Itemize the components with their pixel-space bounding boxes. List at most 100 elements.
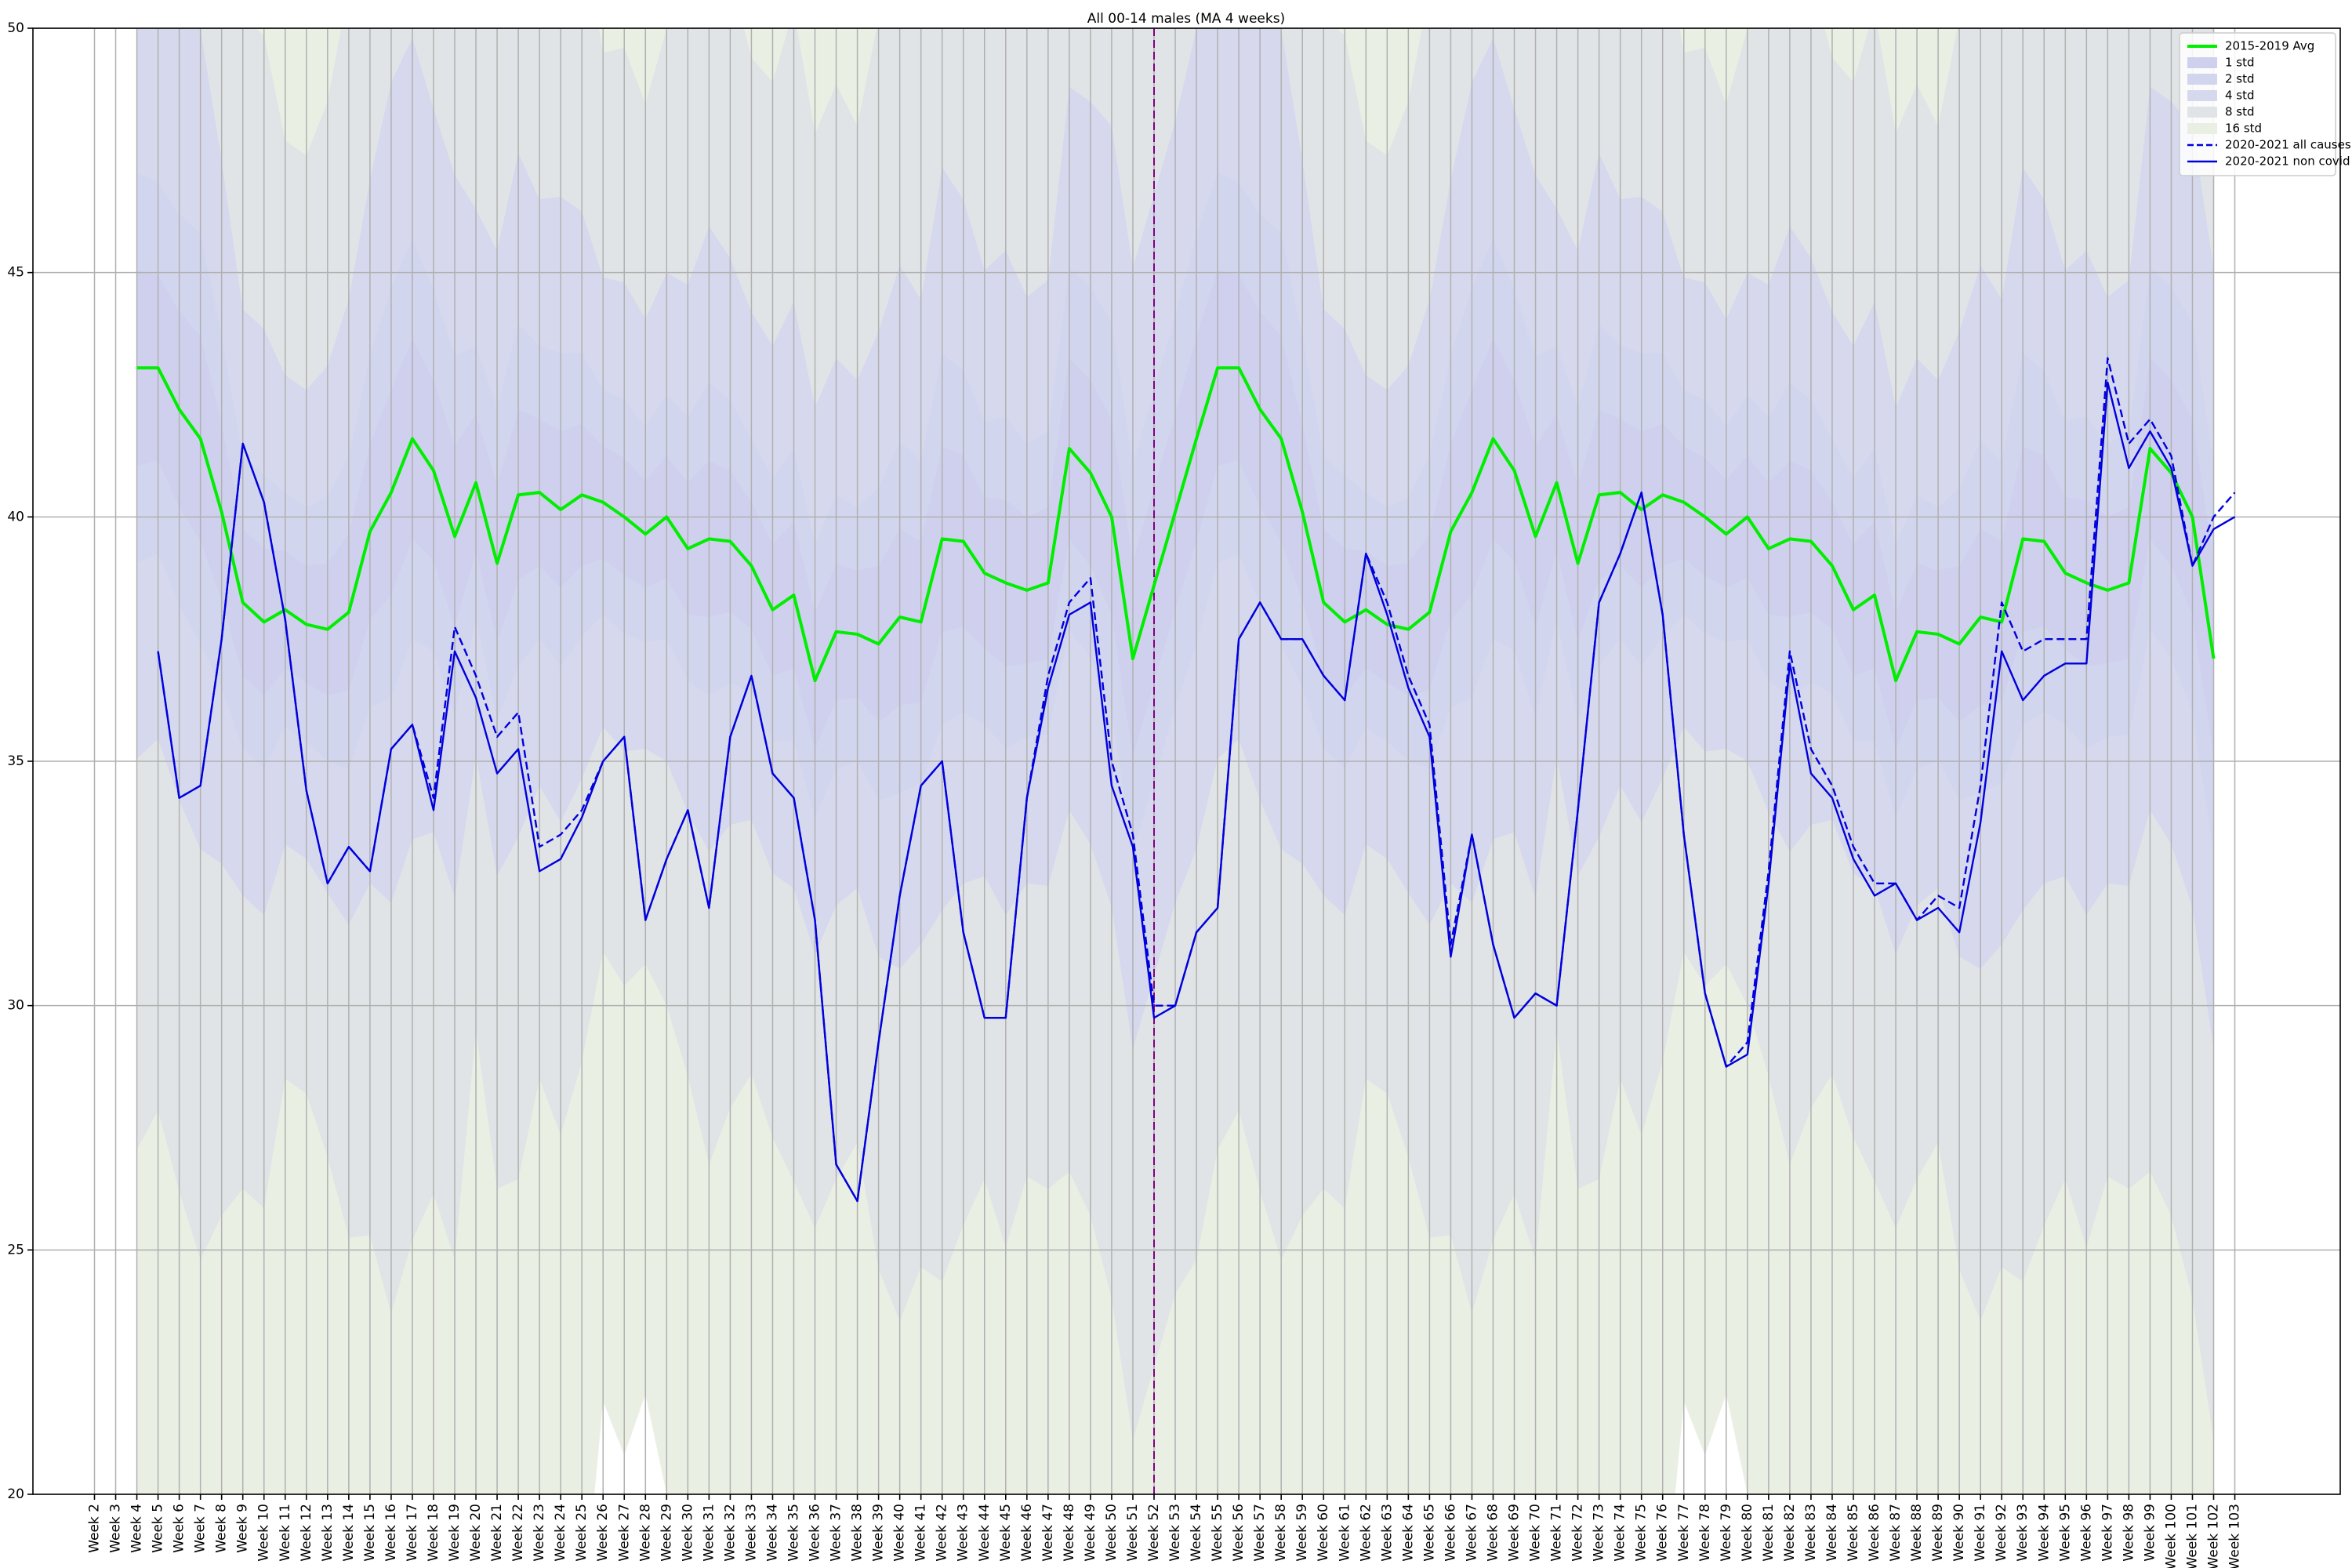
x-tick-label: Week 49 xyxy=(1083,1504,1098,1562)
x-tick-label: Week 74 xyxy=(1613,1504,1628,1562)
legend-label: 2 std xyxy=(2225,72,2255,86)
series-line xyxy=(136,366,2216,683)
x-tick-label: Week 12 xyxy=(299,1504,314,1562)
x-tick-label: Week 71 xyxy=(1549,1504,1565,1562)
legend-label: 1 std xyxy=(2225,56,2255,70)
x-tick-label: Week 79 xyxy=(1719,1504,1734,1562)
x-tick-label: Week 6 xyxy=(172,1504,187,1553)
x-tick-label: Week 84 xyxy=(1824,1504,1840,1562)
x-tick-label: Week 44 xyxy=(977,1504,993,1562)
x-tick-label: Week 51 xyxy=(1125,1504,1141,1562)
x-tick-label: Week 72 xyxy=(1570,1504,1586,1562)
x-tick-label: Week 22 xyxy=(510,1504,526,1562)
legend-swatch xyxy=(2187,90,2217,101)
x-tick-label: Week 57 xyxy=(1252,1504,1268,1562)
legend-swatch xyxy=(2187,57,2217,68)
x-tick-label: Week 87 xyxy=(1888,1504,1904,1562)
legend-label: 4 std xyxy=(2225,89,2255,103)
x-tick-label: Week 92 xyxy=(1994,1504,2009,1562)
x-tick-label: Week 91 xyxy=(1973,1504,1988,1562)
x-tick-label: Week 14 xyxy=(341,1504,357,1562)
x-tick-label: Week 41 xyxy=(913,1504,929,1562)
x-tick-label: Week 98 xyxy=(2121,1504,2136,1562)
x-tick-label: Week 42 xyxy=(935,1504,950,1562)
x-tick-label: Week 46 xyxy=(1019,1504,1035,1562)
x-tick-label: Week 82 xyxy=(1782,1504,1798,1562)
x-tick-label: Week 68 xyxy=(1485,1504,1501,1562)
x-tick-label: Week 61 xyxy=(1337,1504,1352,1562)
x-tick-label: Week 20 xyxy=(468,1504,484,1562)
legend-swatch xyxy=(2187,123,2217,134)
x-tick-label: Week 52 xyxy=(1146,1504,1162,1562)
x-tick-label: Week 17 xyxy=(405,1504,420,1562)
x-tick-label: Week 95 xyxy=(2057,1504,2073,1562)
x-tick-label: Week 55 xyxy=(1210,1504,1225,1562)
y-tick-label: 20 xyxy=(7,1486,24,1502)
x-tick-label: Week 11 xyxy=(278,1504,293,1562)
x-tick-label: Week 62 xyxy=(1358,1504,1374,1562)
x-tick-label: Week 3 xyxy=(108,1504,124,1553)
x-tick-label: Week 93 xyxy=(2015,1504,2031,1562)
x-tick-label: Week 83 xyxy=(1803,1504,1819,1562)
x-tick-label: Week 88 xyxy=(1909,1504,1925,1562)
y-tick-label: 25 xyxy=(7,1242,24,1258)
x-tick-label: Week 63 xyxy=(1379,1504,1395,1562)
x-tick-label: Week 30 xyxy=(680,1504,695,1562)
x-tick-label: Week 21 xyxy=(489,1504,505,1562)
plot-area xyxy=(33,28,2340,1494)
x-tick-label: Week 54 xyxy=(1189,1504,1204,1562)
legend-label: 2020-2021 all causes xyxy=(2225,138,2351,152)
x-tick-label: Week 39 xyxy=(871,1504,887,1562)
series-line xyxy=(157,381,2236,1203)
y-tick-label: 45 xyxy=(7,265,24,281)
x-tick-label: Week 59 xyxy=(1294,1504,1310,1562)
x-tick-label: Week 97 xyxy=(2100,1504,2115,1562)
x-tick-label: Week 58 xyxy=(1273,1504,1289,1562)
y-tick-label: 50 xyxy=(7,20,24,36)
x-tick-label: Week 38 xyxy=(850,1504,866,1562)
x-tick-label: Week 16 xyxy=(383,1504,399,1562)
x-tick-label: Week 13 xyxy=(320,1504,336,1562)
x-tick-label: Week 53 xyxy=(1167,1504,1183,1562)
x-tick-label: Week 27 xyxy=(616,1504,632,1562)
x-tick-label: Week 100 xyxy=(2163,1504,2179,1568)
y-tick-label: 40 xyxy=(7,509,24,524)
x-tick-label: Week 15 xyxy=(362,1504,378,1562)
x-tick-label: Week 89 xyxy=(1930,1504,1946,1562)
y-tick-label: 35 xyxy=(7,753,24,769)
x-tick-label: Week 5 xyxy=(151,1504,166,1553)
legend-label: 8 std xyxy=(2225,105,2255,119)
x-tick-label: Week 56 xyxy=(1231,1504,1247,1562)
x-tick-label: Week 33 xyxy=(743,1504,759,1562)
x-tick-label: Week 48 xyxy=(1062,1504,1077,1562)
x-tick-label: Week 4 xyxy=(129,1504,145,1553)
x-tick-label: Week 40 xyxy=(892,1504,908,1562)
x-tick-label: Week 96 xyxy=(2078,1504,2094,1562)
x-tick-label: Week 94 xyxy=(2036,1504,2052,1562)
x-tick-label: Week 47 xyxy=(1040,1504,1056,1562)
x-tick-label: Week 9 xyxy=(235,1504,251,1553)
x-tick-label: Week 8 xyxy=(214,1504,230,1553)
x-tick-label: Week 64 xyxy=(1400,1504,1416,1562)
x-tick-label: Week 23 xyxy=(532,1504,547,1562)
x-tick-label: Week 60 xyxy=(1316,1504,1331,1562)
legend-label: 2020-2021 non covid xyxy=(2225,154,2350,169)
legend-label: 16 std xyxy=(2225,122,2262,136)
x-tick-label: Week 70 xyxy=(1528,1504,1544,1562)
x-tick-label: Week 76 xyxy=(1655,1504,1671,1562)
x-tick-label: Week 78 xyxy=(1697,1504,1713,1562)
x-tick-label: Week 45 xyxy=(998,1504,1014,1562)
legend-box xyxy=(2179,32,2336,176)
x-tick-label: Week 7 xyxy=(193,1504,209,1553)
x-tick-label: Week 81 xyxy=(1761,1504,1777,1562)
x-tick-label: Week 69 xyxy=(1507,1504,1523,1562)
x-tick-label: Week 73 xyxy=(1592,1504,1607,1562)
x-tick-label: Week 18 xyxy=(426,1504,441,1562)
x-tick-label: Week 34 xyxy=(764,1504,780,1562)
x-tick-label: Week 32 xyxy=(722,1504,738,1562)
x-tick-label: Week 50 xyxy=(1104,1504,1120,1562)
x-tick-label: Week 25 xyxy=(574,1504,590,1562)
x-tick-label: Week 24 xyxy=(553,1504,568,1562)
legend-label: 2015-2019 Avg xyxy=(2225,39,2314,53)
